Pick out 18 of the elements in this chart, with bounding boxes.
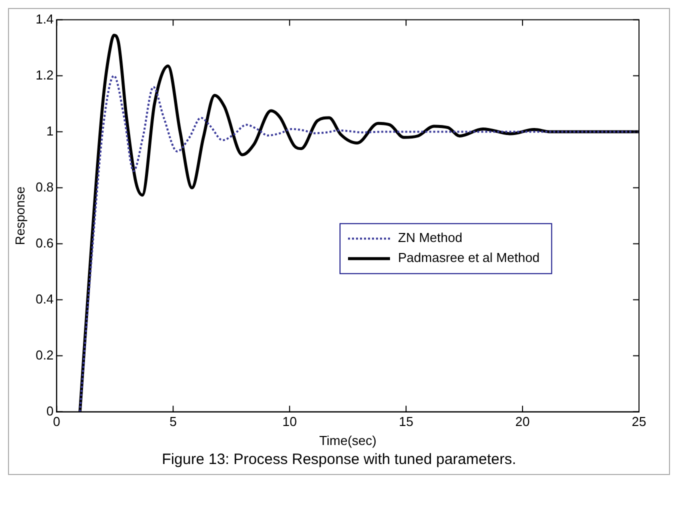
y-tick-label: 0.2 [36, 347, 54, 362]
y-tick-label: 0.4 [36, 291, 54, 306]
y-tick-label: 0.6 [36, 235, 54, 250]
y-tick-label: 0.8 [36, 179, 54, 194]
legend-label: ZN Method [398, 230, 462, 246]
x-tick-label: 25 [632, 414, 646, 430]
x-tick-label: 20 [515, 414, 530, 430]
y-tick-label: 0 [46, 403, 54, 418]
legend-label: Padmasree et al Method [398, 250, 540, 266]
y-tick-label: 1.2 [36, 67, 54, 82]
y-tick-label: 1.4 [36, 11, 54, 26]
x-tick-label: 15 [398, 414, 414, 430]
y-axis-title: Response [12, 186, 28, 246]
x-axis-title: Time(sec) [319, 432, 376, 448]
caption: Figure 13: Process Response with tuned parameters. [160, 450, 518, 470]
x-tick-label: 5 [170, 414, 177, 430]
x-tick-label: 10 [282, 414, 297, 430]
y-tick-label: 1 [46, 123, 54, 138]
